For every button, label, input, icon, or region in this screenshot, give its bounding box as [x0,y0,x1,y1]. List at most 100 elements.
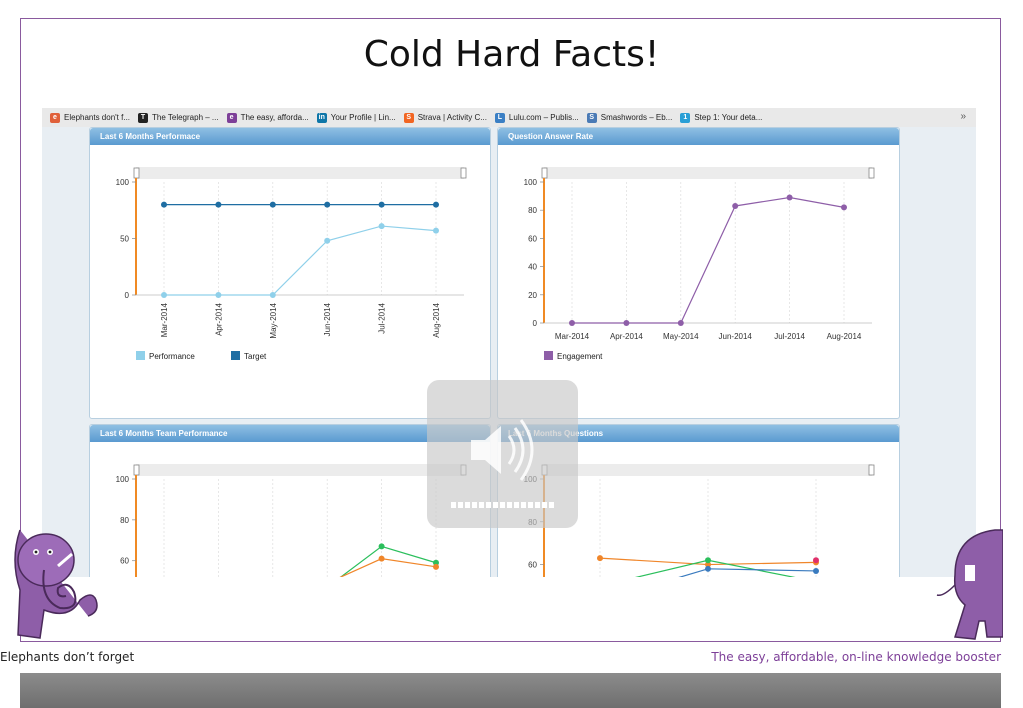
data-point [841,204,847,211]
bookmark-item[interactable]: T The Telegraph – ... [138,112,219,123]
linkedin-icon: in [316,112,327,123]
bookmark-label: Your Profile | Lin... [330,113,396,122]
lulu-icon: L [494,112,505,123]
footer-brand: Elephants don’t forget [0,650,135,664]
bookmark-item[interactable]: S Strava | Activity C... [403,112,487,123]
data-point [269,201,276,208]
x-tick-label: Jul-2014 [378,302,387,333]
legend-label: Target [244,352,267,361]
strava-icon: S [403,112,414,123]
bookmark-label: Lulu.com – Publis... [508,113,579,122]
performance-chart: 0 50 100 Mar-2014 Apr-2014 May-2014 Jun-2014 Ju… [116,167,467,361]
volume-level-meter[interactable] [451,502,555,508]
y-tick-label: 0 [125,291,130,300]
data-point [677,320,684,326]
questions-chart: 100806040 [524,464,875,577]
data-point [705,557,711,564]
bottom-bar [20,673,1001,708]
question-answer-panel: Question Answer Rate 0 20 40 60 80 100 Mar-201… [497,127,900,419]
audio-overlay[interactable] [427,380,578,528]
zoom-handle-right[interactable] [868,464,875,476]
y-tick-label: 100 [116,475,130,484]
zoom-handle-right[interactable] [868,167,875,179]
y-tick-label: 80 [528,206,537,215]
x-tick-label: May-2014 [269,302,278,338]
data-point [161,201,167,208]
data-point [813,557,819,564]
data-point [215,201,222,208]
y-tick-label: 60 [120,557,129,566]
bookmark-item[interactable]: S Smashwords – Eb... [586,112,673,123]
x-tick-label: Apr-2014 [214,302,223,335]
data-point [786,194,793,201]
elephant-mascot-right-icon [936,529,1003,640]
y-tick-label: 100 [116,178,130,187]
data-point [433,563,439,570]
data-point [161,292,167,298]
data-point [378,555,385,562]
data-point [732,202,739,209]
y-tick-label: 50 [120,235,129,244]
series-line [164,225,437,296]
telegraph-icon: T [138,112,149,123]
x-tick-label: Mar-2014 [160,302,169,337]
data-point [433,201,439,208]
footer-tagline: The easy, affordable, on-line knowledge … [711,650,1001,664]
data-point [378,543,385,550]
panel-title: Last 6 Months Performace [90,128,490,145]
legend-label: Performance [149,352,195,361]
elephant-mascot-left-icon [14,529,98,639]
x-tick-label: May-2014 [663,332,699,341]
data-point [378,223,385,230]
x-tick-label: Jul-2014 [774,332,805,341]
bookmark-label: Smashwords – Eb... [600,113,673,122]
site-icon: e [226,112,237,123]
data-point [597,555,603,562]
zoom-bar [544,167,872,179]
data-point [705,561,711,568]
bookmark-label: The Telegraph – ... [152,113,219,122]
x-tick-label: Aug-2014 [432,302,441,337]
data-point [378,201,385,208]
bookmark-label: Elephants don't f... [64,113,131,122]
smashwords-icon: S [586,112,597,123]
bookmark-item[interactable]: L Lulu.com – Publis... [494,112,579,123]
bookmark-item[interactable]: in Your Profile | Lin... [316,112,396,123]
bookmarks-overflow-button[interactable]: » [960,111,966,122]
bookmark-item[interactable]: e The easy, afforda... [226,112,309,123]
zoom-handle-left[interactable] [133,167,140,179]
x-tick-label: Jun-2014 [719,332,753,341]
data-point [813,567,819,574]
zoom-handle-left[interactable] [541,167,548,179]
bookmark-label: Strava | Activity C... [417,113,487,122]
zoom-bar [544,464,872,476]
slide-title: Cold Hard Facts! [363,34,660,75]
x-tick-label: Aug-2014 [827,332,862,341]
bookmark-item[interactable]: e Elephants don't f... [50,112,131,123]
elephant-icon: e [50,112,60,123]
data-point [215,292,222,298]
x-tick-label: Jun-2014 [323,302,332,336]
series-line [339,558,437,577]
y-tick-label: 80 [120,516,129,525]
legend-swatch [136,351,145,360]
data-point [269,292,276,298]
legend-label: Engagement [557,352,603,361]
y-tick-label: 40 [528,263,537,272]
question-answer-chart: 0 20 40 60 80 100 Mar-2014 Apr-2014 May-2014 Jun-… [524,167,875,361]
data-point [569,320,575,326]
y-tick-label: 100 [524,178,538,187]
series-line [339,545,437,577]
speaker-icon [451,419,555,508]
zoom-handle-left[interactable] [133,464,140,476]
y-tick-label: 20 [528,291,537,300]
data-point [433,227,439,234]
bookmark-item[interactable]: 1 Step 1: Your deta... [680,112,763,123]
data-point [623,320,630,326]
panel-title: Last 6 Months Team Performance [90,425,490,442]
team-performance-panel: Last 6 Months Team Performance 100806040 [89,424,491,577]
zoom-handle-right[interactable] [460,167,467,179]
legend-swatch [544,351,553,360]
bookmark-label: Step 1: Your deta... [694,113,763,122]
y-tick-label: 60 [528,561,537,570]
